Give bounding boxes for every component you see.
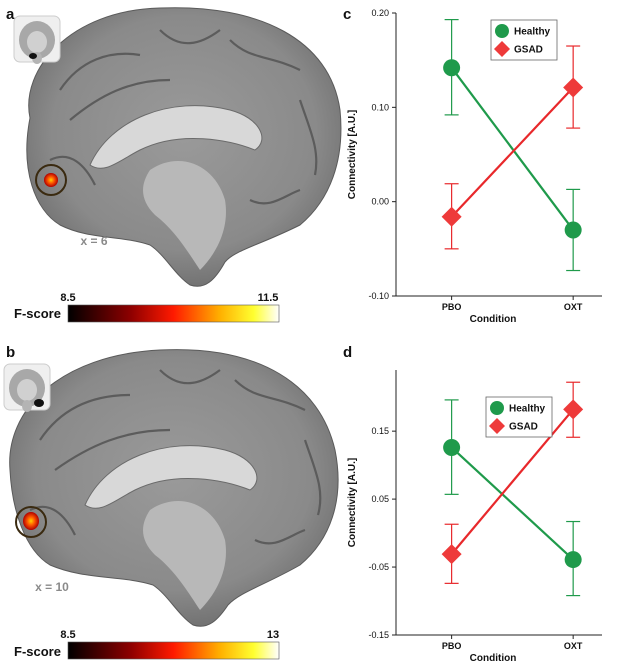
legend-marker-healthy xyxy=(495,24,509,38)
y-tick-label: 0.15 xyxy=(371,426,389,436)
colorbar-gradient xyxy=(67,641,280,660)
brainstem xyxy=(143,161,226,270)
colorbar-title: F-score xyxy=(14,306,61,321)
data-point-gsad xyxy=(563,77,584,98)
x-tick-label: OXT xyxy=(564,641,583,651)
legend-label-gsad: GSAD xyxy=(514,45,543,56)
data-point-gsad xyxy=(441,544,462,565)
series-line-gsad xyxy=(450,86,574,218)
colorbar-min-label: 8.5 xyxy=(60,292,75,304)
colorbar-max-label: 13 xyxy=(267,629,279,641)
x-axis-title: Condition xyxy=(470,314,517,325)
y-tick-label: -0.10 xyxy=(368,291,389,301)
data-point-healthy xyxy=(443,59,461,77)
colorbar-gradient xyxy=(67,304,280,323)
series-line-healthy xyxy=(450,67,575,231)
panel-b-brain: b x = 10 F-score 8.5 13 xyxy=(3,344,339,660)
legend-marker-gsad xyxy=(489,418,505,434)
colorbar-max-label: 11.5 xyxy=(258,292,279,304)
y-tick-label: 0.20 xyxy=(371,8,389,18)
chart-c: -0.10 0.00 0.10 0.20 PBO OXT Condition Connecti… xyxy=(347,8,602,325)
legend: Healthy GSAD xyxy=(490,19,558,61)
panel-letter-c: c xyxy=(343,6,351,23)
x-tick-label: OXT xyxy=(564,302,583,312)
data-point-healthy xyxy=(564,551,582,569)
data-point-gsad xyxy=(563,399,584,420)
series-line-gsad xyxy=(450,408,575,555)
corpus-callosum xyxy=(84,445,258,509)
activation-blob xyxy=(23,512,39,530)
gyri-pattern xyxy=(49,29,318,205)
data-point-healthy xyxy=(564,221,582,239)
slice-coordinate-label: x = 6 xyxy=(80,234,107,248)
roi-circle-marker xyxy=(35,164,67,196)
legend: Healthy GSAD xyxy=(485,396,553,438)
panel-letter-a: a xyxy=(6,6,15,23)
brainstem xyxy=(143,501,226,610)
y-tick-label: 0.05 xyxy=(371,494,389,504)
y-tick-label: -0.15 xyxy=(368,630,389,640)
series-line-healthy xyxy=(450,446,574,561)
y-tick-label: 0.10 xyxy=(371,102,389,112)
colorbar-title: F-score xyxy=(14,644,61,659)
activation-blob xyxy=(44,173,58,187)
legend-label-healthy: Healthy xyxy=(509,404,546,415)
legend-label-healthy: Healthy xyxy=(514,27,551,38)
data-point-gsad xyxy=(441,206,462,227)
data-point-healthy xyxy=(443,438,461,456)
y-axis-title: Connectivity [A.U.] xyxy=(347,110,358,199)
corpus-callosum xyxy=(89,105,263,169)
sagittal-brain-slice-icon xyxy=(9,349,339,627)
slice-coordinate-label: x = 10 xyxy=(35,580,69,594)
panel-letter-d: d xyxy=(343,344,352,361)
chart-d: -0.15 -0.05 0.05 0.15 PBO OXT Condition Connect… xyxy=(347,370,602,664)
sagittal-brain-slice-icon xyxy=(26,7,342,287)
panel-letter-b: b xyxy=(6,344,15,361)
legend-label-gsad: GSAD xyxy=(509,422,538,433)
panel-a-brain: a x = 6 F-score 8.5 11.5 xyxy=(6,6,342,323)
colorbar-min-label: 8.5 xyxy=(60,629,75,641)
y-axis-title: Connectivity [A.U.] xyxy=(347,458,358,547)
y-tick-label: -0.05 xyxy=(368,562,389,572)
x-tick-label: PBO xyxy=(442,302,462,312)
y-tick-label: 0.00 xyxy=(371,197,389,207)
legend-marker-gsad xyxy=(494,41,510,57)
legend-marker-healthy xyxy=(490,401,504,415)
x-axis-title: Condition xyxy=(470,653,517,664)
x-tick-label: PBO xyxy=(442,641,462,651)
roi-circle-marker xyxy=(15,506,47,538)
